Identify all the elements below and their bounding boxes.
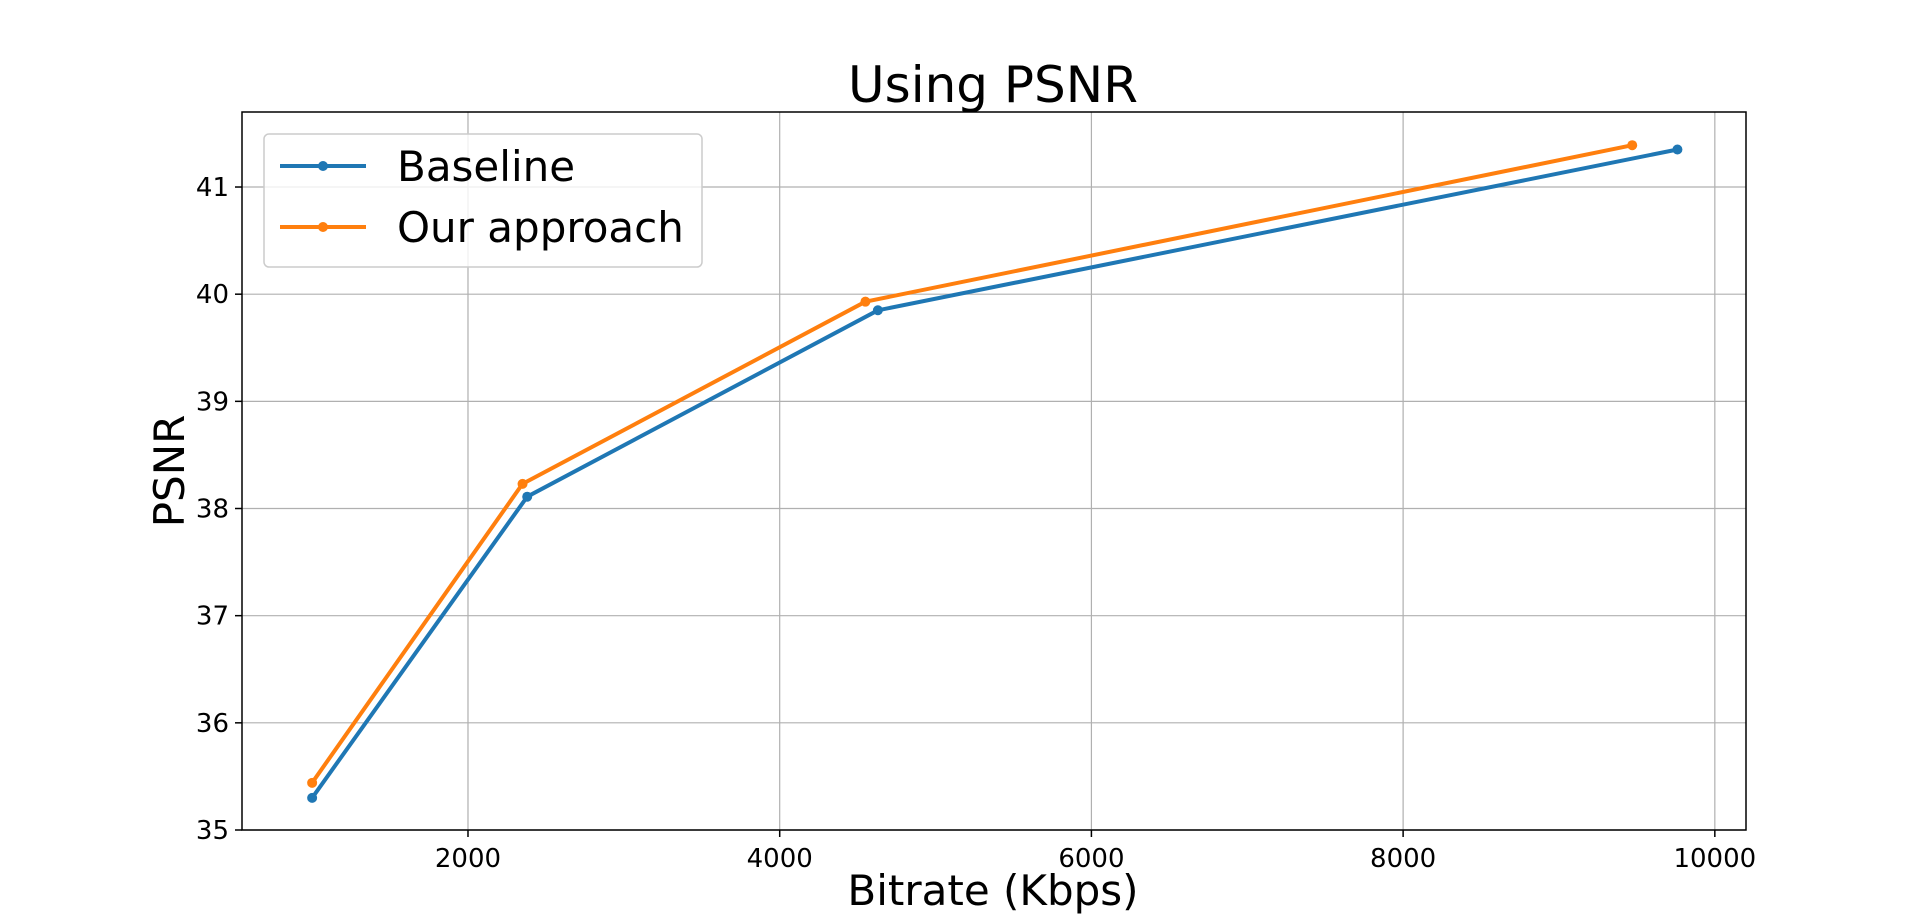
x-tick-label: 4000 [747, 844, 813, 874]
x-tick-label: 8000 [1370, 844, 1436, 874]
data-point [522, 491, 533, 502]
legend-box [263, 133, 703, 268]
y-tick-label: 41 [196, 173, 229, 203]
x-tick-label: 10000 [1673, 844, 1756, 874]
series-layer [307, 140, 1683, 803]
legend-marker-0 [318, 161, 328, 171]
chart-title: Using PSNR [848, 56, 1138, 114]
plot-frame [241, 111, 1747, 831]
series-line-1 [309, 142, 1635, 786]
axis-ticks: 2000 4000 6000 8000 10000 35 36 37 38 39 40 41 [196, 173, 1756, 874]
y-tick-label: 35 [196, 816, 229, 846]
legend-label-1: Our approach [397, 203, 684, 252]
data-point [517, 478, 528, 489]
x-axis-label: Bitrate (Kbps) [847, 866, 1138, 915]
y-tick-label: 36 [196, 709, 229, 739]
legend: Baseline Our approach [263, 133, 703, 268]
legend-marker-1 [318, 222, 328, 232]
data-point [307, 792, 318, 803]
data-point [860, 296, 871, 307]
data-point [872, 305, 883, 316]
x-tick-label: 2000 [435, 844, 501, 874]
legend-label-0: Baseline [397, 142, 575, 191]
data-point [1672, 144, 1683, 155]
data-point [307, 777, 318, 788]
y-tick-label: 38 [196, 495, 229, 525]
y-axis-label: PSNR [145, 415, 194, 528]
y-tick-label: 37 [196, 602, 229, 632]
x-tick-label: 6000 [1058, 844, 1124, 874]
y-tick-label: 40 [196, 280, 229, 310]
data-point [1627, 140, 1638, 151]
series-line-0 [309, 147, 1680, 801]
y-tick-label: 39 [196, 387, 229, 417]
